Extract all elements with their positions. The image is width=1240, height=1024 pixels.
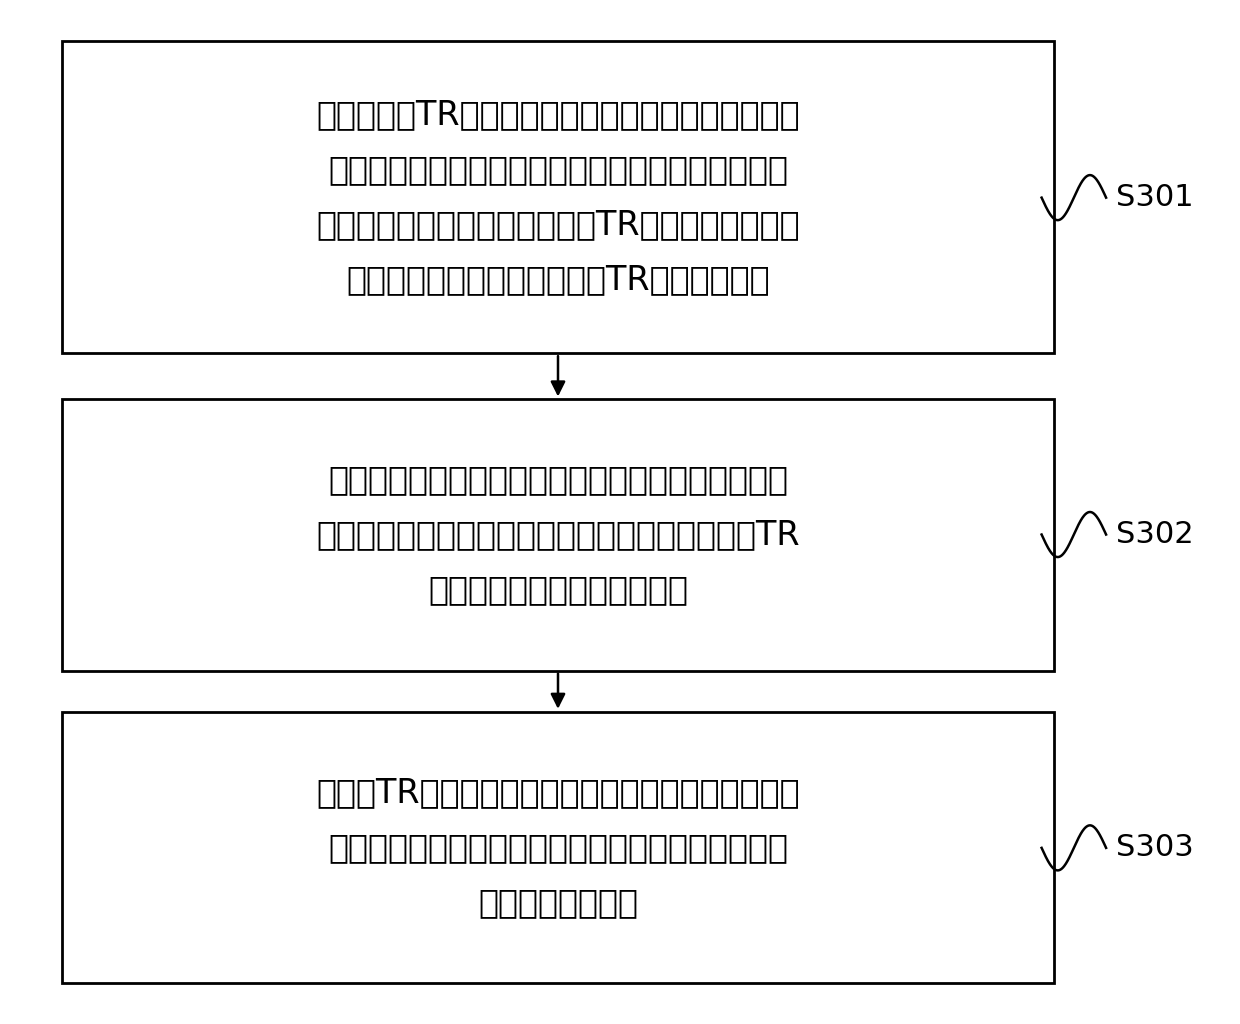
- Text: 对所述TR扫描正弦图进行插值，获取所述目标坐标位: 对所述TR扫描正弦图进行插值，获取所述目标坐标位: [316, 776, 800, 809]
- Text: 知采样点的灰度值: 知采样点的灰度值: [477, 886, 639, 919]
- Bar: [62, 712, 1054, 983]
- Bar: [62, 41, 1054, 353]
- Text: 行坐标转换，获取该未知采样点的坐标映射到所述TR: 行坐标转换，获取该未知采样点的坐标映射到所述TR: [316, 518, 800, 552]
- Bar: [62, 399, 1054, 671]
- Text: 中各未知采样点的坐标；其中，TR扫描正弦图通过预: 中各未知采样点的坐标；其中，TR扫描正弦图通过预: [316, 208, 800, 241]
- Text: 扫描正弦图中的目标坐标位置: 扫描正弦图中的目标坐标位置: [428, 573, 688, 606]
- Text: 根据物体的TR扫描正弦图确定物体平行束正弦图的投: 根据物体的TR扫描正弦图确定物体平行束正弦图的投: [316, 98, 800, 131]
- Text: S303: S303: [1116, 834, 1194, 862]
- Text: 对于任一所述未知采样点，对该未知采样点的坐标进: 对于任一所述未知采样点，对该未知采样点的坐标进: [329, 464, 787, 497]
- Text: 影区域范围，并在投影区域范围内确定平行束正弦图: 影区域范围，并在投影区域范围内确定平行束正弦图: [329, 154, 787, 186]
- Text: 先使用扇束扫描仪对物体进行TR层析扫描获取: 先使用扇束扫描仪对物体进行TR层析扫描获取: [346, 263, 770, 296]
- Text: S301: S301: [1116, 183, 1194, 212]
- Text: 置的灰度值，将所述目标坐标位置的灰度值作为该未: 置的灰度值，将所述目标坐标位置的灰度值作为该未: [329, 830, 787, 864]
- Text: S302: S302: [1116, 520, 1194, 549]
